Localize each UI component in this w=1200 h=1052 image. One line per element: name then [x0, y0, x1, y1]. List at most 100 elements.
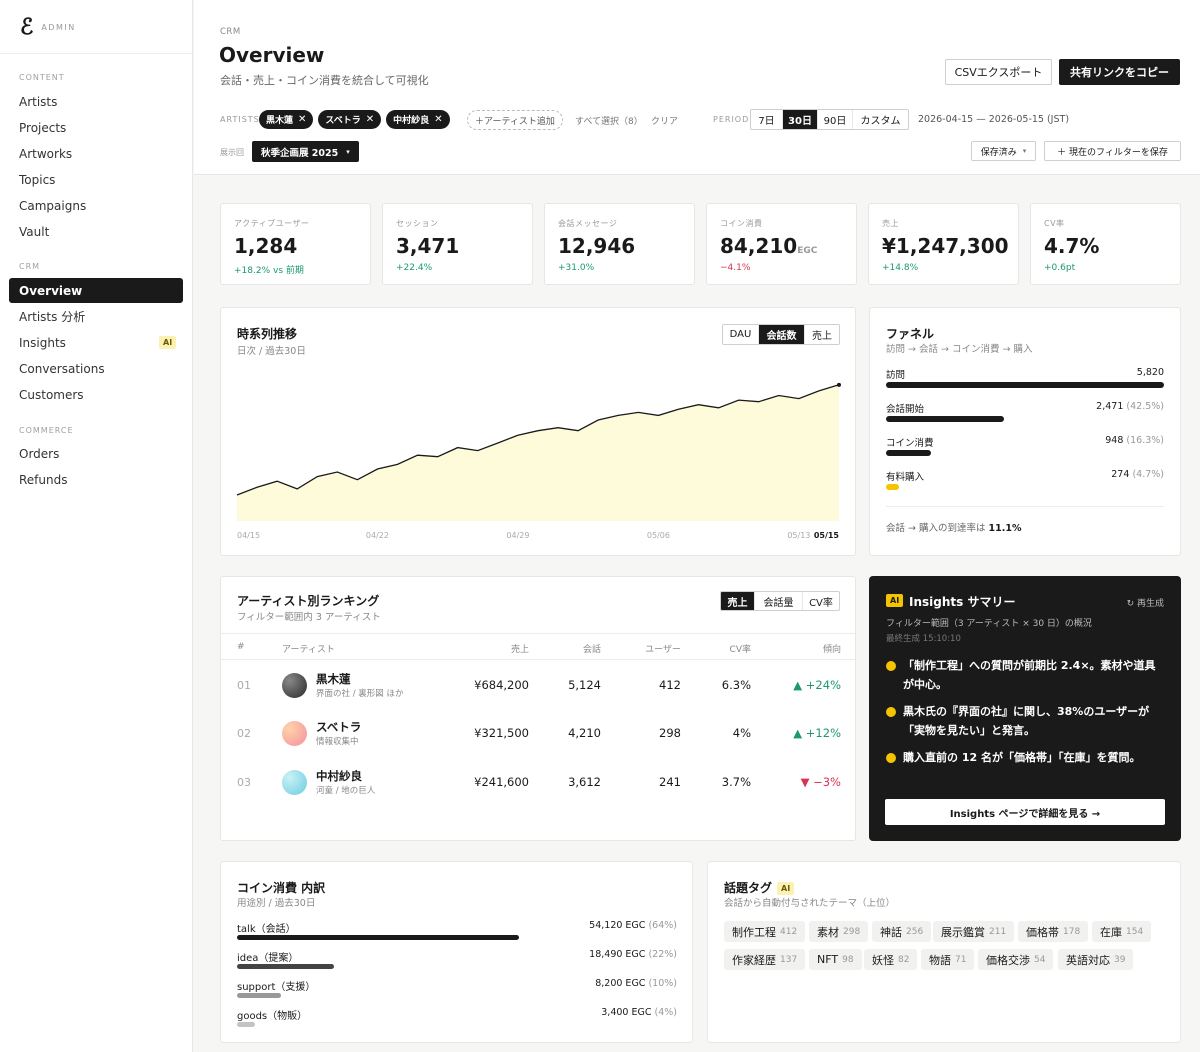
topic-tag[interactable]: 作家経歴 137 [724, 949, 806, 970]
column-header-cv-rate[interactable]: CV率 [729, 645, 751, 655]
artist-name[interactable]: 黒木蓮 [316, 672, 351, 686]
tab-conversations[interactable]: 会話数 [759, 325, 805, 344]
sidebar-item-overview[interactable]: Overview [9, 278, 183, 303]
saved-filters-label: 保存済み [980, 147, 1017, 158]
column-header-sales[interactable]: 売上 [510, 645, 529, 655]
insights-title: Insights サマリー [909, 595, 1016, 609]
funnel-bar [886, 382, 1164, 388]
table-row[interactable]: 01 黒木蓮 界面の社 / 裏形図 ほか ¥684,200 5,124 412 … [221, 661, 855, 709]
funnel-step-label: コイン消費 [886, 438, 934, 449]
period-option-7d[interactable]: 7日 [751, 110, 783, 129]
chart-last-point[interactable] [837, 382, 841, 387]
period-option-custom[interactable]: カスタム [860, 116, 901, 127]
funnel-step-label: 会話開始 [886, 404, 925, 415]
insights-scope: フィルター範囲（3 アーティスト × 30 日）の概況 [886, 619, 1092, 629]
tab-dau[interactable]: DAU [723, 325, 759, 344]
regenerate-button[interactable]: ↻ 再生成 [1126, 599, 1164, 609]
table-header-divider [221, 659, 855, 660]
topic-tag[interactable]: 妖怪 82 [864, 949, 918, 970]
kpi-card-cv-rate[interactable]: CV率 4.7% +0.6pt [1030, 203, 1181, 285]
chevron-down-icon: ▾ [1022, 147, 1027, 155]
bullet-icon [886, 753, 896, 763]
exhibition-select[interactable]: 秋季企画展 2025 ▾ [252, 141, 359, 162]
column-header-conversations[interactable]: 会話 [582, 645, 601, 655]
sidebar-item-artists-analysis[interactable]: Artists 分析 [19, 310, 86, 324]
topic-tag[interactable]: 展示鑑賞 211 [933, 921, 1015, 942]
tab-cv-rate[interactable]: CV率 [809, 597, 833, 609]
coin-usage-bar [237, 1022, 255, 1027]
sidebar-item-topics[interactable]: Topics [19, 172, 56, 187]
cell-cv-rate: 3.7% [721, 775, 751, 789]
sidebar-item-insights[interactable]: Insights AI [9, 330, 183, 355]
save-current-filter-button[interactable]: ＋ 現在のフィルターを保存 [1044, 141, 1181, 161]
column-header-artist[interactable]: アーティスト [282, 645, 335, 655]
period-option-30d[interactable]: 30日 [783, 110, 818, 129]
sidebar-item-conversations[interactable]: Conversations [19, 361, 105, 376]
topic-tags-title: 話題タグ [724, 881, 773, 895]
sidebar-item-customers[interactable]: Customers [19, 387, 84, 402]
kpi-card-messages[interactable]: 会話メッセージ 12,946 +31.0% [544, 203, 695, 285]
kpi-value: 12,946 [558, 234, 636, 258]
topic-tag[interactable]: 制作工程 412 [724, 921, 806, 942]
column-header-users[interactable]: ユーザー [645, 645, 681, 655]
sidebar: ℰ ADMIN CONTENT Artists Projects Artwork… [0, 0, 193, 1052]
tab-sales[interactable]: 売上 [721, 592, 755, 610]
breadcrumb[interactable]: CRM [220, 27, 241, 37]
artist-name[interactable]: スベトラ [316, 720, 362, 734]
tab-conversation-volume[interactable]: 会話量 [755, 592, 803, 610]
add-artist-button[interactable]: ＋アーティスト追加 [467, 110, 563, 130]
sidebar-item-vault[interactable]: Vault [19, 224, 50, 239]
brand-logo[interactable]: ℰ ADMIN [20, 14, 76, 40]
coin-breakdown-title: コイン消費 内訳 [237, 881, 326, 895]
select-all-link[interactable]: すべて選択（8） [575, 117, 643, 127]
topic-tag[interactable]: 在庫 154 [1092, 921, 1152, 942]
sidebar-item-orders[interactable]: Orders [19, 446, 60, 461]
topic-tag[interactable]: 価格交渉 54 [978, 949, 1054, 970]
cell-trend: ▲ +12% [793, 726, 841, 740]
close-icon[interactable]: ✕ [298, 114, 307, 125]
topic-tag[interactable]: 神話 256 [872, 921, 932, 942]
kpi-card-sales[interactable]: 売上 ¥1,247,300 +14.8% [868, 203, 1019, 285]
sidebar-item-artworks[interactable]: Artworks [19, 146, 73, 161]
artist-chip[interactable]: 中村紗良 ✕ [386, 110, 450, 129]
cell-sales: ¥241,600 [474, 775, 529, 789]
csv-export-button[interactable]: CSVエクスポート [945, 59, 1052, 85]
kpi-card-sessions[interactable]: セッション 3,471 +22.4% [382, 203, 533, 285]
kpi-card-active-users[interactable]: アクティブユーザー 1,284 +18.2% vs 前期 [220, 203, 371, 285]
artist-chip-label: 中村紗良 [393, 116, 430, 126]
timeseries-card: 時系列推移 日次 / 過去30日 DAU 会話数 売上 04/15 04/22 04… [220, 307, 856, 556]
clear-link[interactable]: クリア [651, 117, 679, 127]
copy-share-link-button[interactable]: 共有リンクをコピー [1059, 59, 1180, 85]
sidebar-item-projects[interactable]: Projects [19, 120, 67, 135]
chart-series-line [236, 384, 840, 496]
funnel-divider [886, 506, 1164, 507]
topic-tag[interactable]: 物語 71 [921, 949, 975, 970]
avatar [282, 770, 307, 795]
kpi-card-coin-consumption[interactable]: コイン消費 84,210EGC −4.1% [706, 203, 857, 285]
table-row[interactable]: 03 中村紗良 河童 / 地の巨人 ¥241,600 3,612 241 3.7… [221, 758, 855, 806]
x-tick-label: 04/15 [237, 531, 260, 540]
artist-chip[interactable]: 黒木蓮 ✕ [259, 110, 314, 129]
funnel-bar [886, 484, 899, 490]
topic-tag[interactable]: 素材 298 [809, 921, 869, 942]
table-row[interactable]: 02 スベトラ 情報収集中 ¥321,500 4,210 298 4% ▲ +1… [221, 709, 855, 757]
sidebar-item-artists[interactable]: Artists [19, 94, 58, 109]
ranking-title: アーティスト別ランキング [237, 594, 380, 608]
sidebar-item-refunds[interactable]: Refunds [19, 472, 68, 487]
coin-usage-value: 54,120 EGC (64%) [589, 920, 677, 931]
saved-filters-dropdown[interactable]: 保存済み ▾ [971, 141, 1036, 161]
tab-sales[interactable]: 売上 [812, 331, 832, 342]
topic-tag[interactable]: 英語対応 39 [1058, 949, 1134, 970]
close-icon[interactable]: ✕ [365, 114, 375, 125]
artist-name[interactable]: 中村紗良 [316, 769, 362, 783]
topic-tag[interactable]: NFT 98 [809, 949, 862, 970]
period-option-90d[interactable]: 90日 [818, 110, 853, 129]
artist-chip[interactable]: スベトラ ✕ [318, 110, 382, 129]
sidebar-item-campaigns[interactable]: Campaigns [19, 198, 87, 213]
kpi-delta: +14.8% [882, 263, 919, 273]
insights-detail-button[interactable]: Insights ページで詳細を見る → [885, 799, 1165, 825]
topic-tag[interactable]: 価格帯 178 [1018, 921, 1089, 942]
kpi-delta: +22.4% [396, 263, 433, 273]
timeseries-chart[interactable]: 04/15 04/22 04/29 05/06 05/13 05/15 [221, 308, 857, 557]
close-icon[interactable]: ✕ [434, 114, 443, 125]
